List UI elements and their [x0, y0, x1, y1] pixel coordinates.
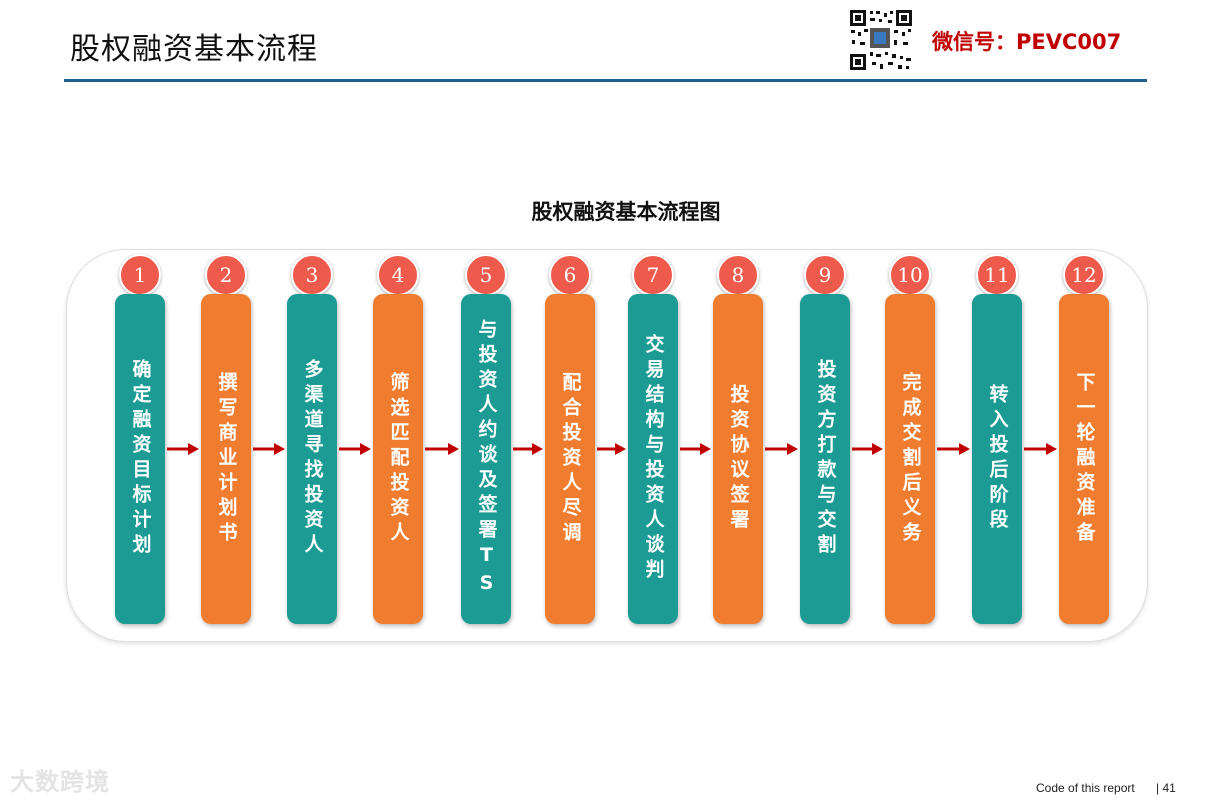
step-label: 配合投资人尽调: [559, 371, 582, 547]
flow-arrow-icon: [513, 443, 543, 455]
step-number-badge: 11: [976, 254, 1018, 296]
step-label: 多渠道寻找投资人: [301, 359, 324, 559]
step-box: 与投资人约谈及签署TS: [461, 294, 511, 624]
step-label: 交易结构与投资人谈判: [642, 334, 665, 584]
step-number-badge: 6: [549, 254, 591, 296]
step-label: 撰写商业计划书: [215, 371, 238, 547]
step-label: 下一轮融资准备: [1073, 371, 1096, 547]
step-number-badge: 7: [632, 254, 674, 296]
flow-arrow-icon: [765, 443, 798, 455]
step-box: 完成交割后义务: [885, 294, 935, 624]
step-box: 多渠道寻找投资人: [287, 294, 337, 624]
step-label: 确定融资目标计划: [129, 359, 152, 559]
step-label: 投资协议签署: [727, 384, 750, 534]
flow-arrow-icon: [680, 443, 711, 455]
step-box: 撰写商业计划书: [201, 294, 251, 624]
step-label: 转入投后阶段: [986, 384, 1009, 534]
step-box: 筛选匹配投资人: [373, 294, 423, 624]
title-rule: [64, 79, 1147, 82]
step-box: 交易结构与投资人谈判: [628, 294, 678, 624]
flow-arrow-icon: [339, 443, 371, 455]
flow-arrow-icon: [425, 443, 459, 455]
wechat-id: 微信号：PEVC007: [932, 30, 1122, 54]
flow-arrow-icon: [597, 443, 626, 455]
step-label: 完成交割后义务: [899, 371, 922, 547]
slide-title: 股权融资基本流程: [70, 32, 318, 67]
step-label: 投资方打款与交割: [814, 359, 837, 559]
step-box: 下一轮融资准备: [1059, 294, 1109, 624]
flow-arrow-icon: [167, 443, 199, 455]
step-box: 投资方打款与交割: [800, 294, 850, 624]
flow-arrow-icon: [937, 443, 970, 455]
step-box: 转入投后阶段: [972, 294, 1022, 624]
step-box: 投资协议签署: [713, 294, 763, 624]
flow-arrow-icon: [852, 443, 883, 455]
watermark-logo: 大数跨境: [10, 768, 110, 796]
step-number-badge: 3: [291, 254, 333, 296]
step-number-badge: 5: [465, 254, 507, 296]
step-number-badge: 10: [889, 254, 931, 296]
step-number-badge: 12: [1063, 254, 1105, 296]
step-number-badge: 9: [804, 254, 846, 296]
step-box: 配合投资人尽调: [545, 294, 595, 624]
diagram-title: 股权融资基本流程图: [531, 200, 721, 224]
step-number-badge: 8: [717, 254, 759, 296]
step-box: 确定融资目标计划: [115, 294, 165, 624]
step-number-badge: 1: [119, 254, 161, 296]
step-label: 筛选匹配投资人: [387, 371, 410, 547]
step-label: 与投资人约谈及签署TS: [475, 318, 498, 600]
page-number: | 41: [1156, 781, 1176, 795]
flow-arrow-icon: [1024, 443, 1057, 455]
qr-code: [848, 8, 914, 72]
step-number-badge: 4: [377, 254, 419, 296]
step-number-badge: 2: [205, 254, 247, 296]
footer-code: Code of this report: [1036, 781, 1135, 795]
flow-arrow-icon: [253, 443, 285, 455]
